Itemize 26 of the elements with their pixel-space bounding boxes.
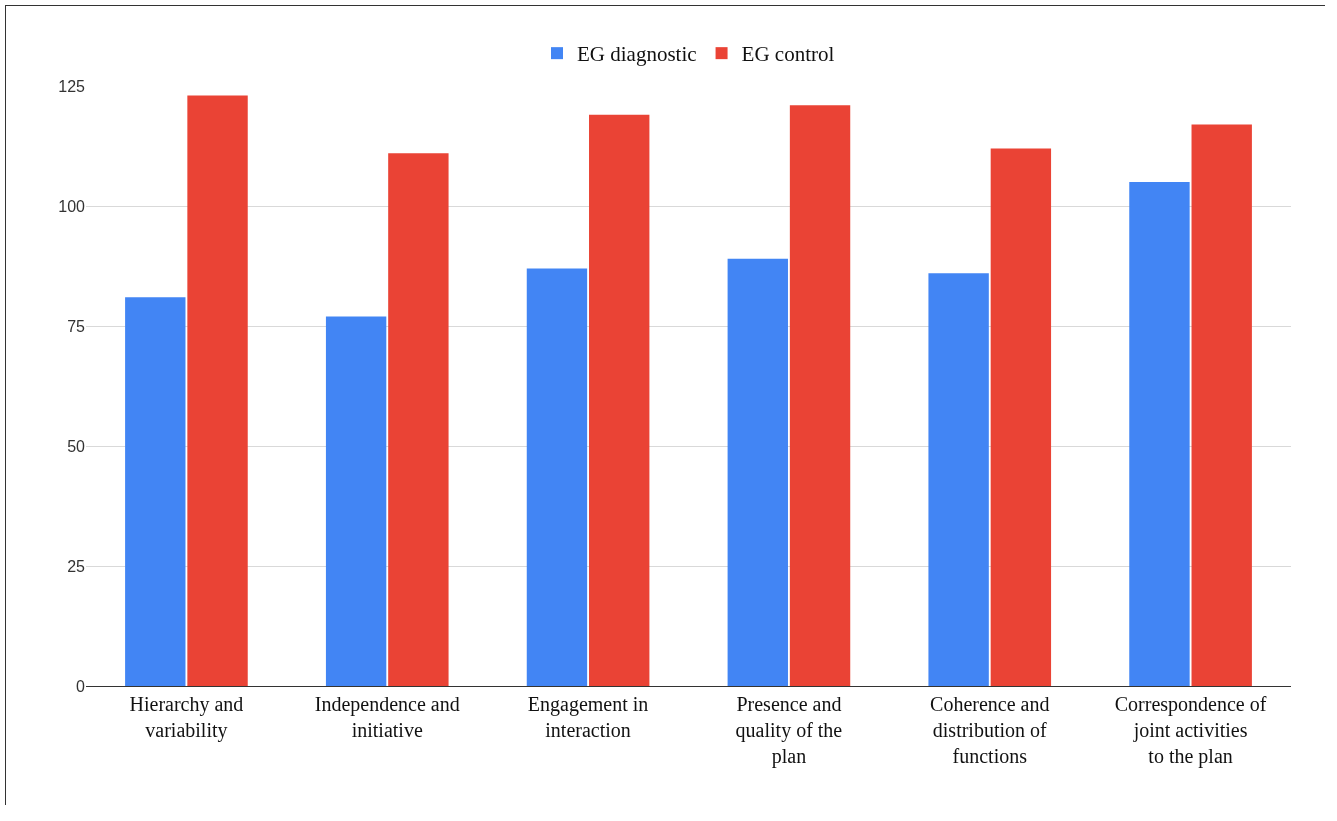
bar (187, 95, 248, 686)
bar (990, 148, 1052, 686)
y-tick-label: 100 (58, 197, 86, 215)
x-tick-label: Correspondence of joint activities to the plan (1114, 693, 1267, 768)
bar (125, 297, 186, 686)
bar (526, 268, 588, 686)
bar (325, 316, 387, 686)
x-tick-label: Coherence and distribution of functions (930, 693, 1050, 767)
x-tick-label: Independence and initiative (314, 693, 460, 741)
x-tick-label: Hierarchy and variability (129, 693, 244, 742)
legend-label: EG diagnostic (577, 42, 697, 67)
y-tick-label: 50 (67, 437, 86, 455)
y-tick-label: 125 (58, 77, 86, 95)
y-tick-label: 25 (67, 557, 86, 575)
y-tick-label: 75 (67, 317, 86, 335)
legend-label: EG control (741, 42, 835, 67)
x-tick-label: Engagement in interaction (527, 693, 649, 741)
bar (928, 273, 989, 686)
bar (388, 153, 449, 686)
bar (589, 114, 650, 686)
x-tick-label: Presence and quality of the plan (735, 693, 843, 768)
bar (727, 258, 788, 686)
bar (1129, 182, 1190, 686)
y-tick-label: 0 (76, 677, 86, 695)
bar (789, 105, 851, 686)
bar (1191, 124, 1252, 686)
